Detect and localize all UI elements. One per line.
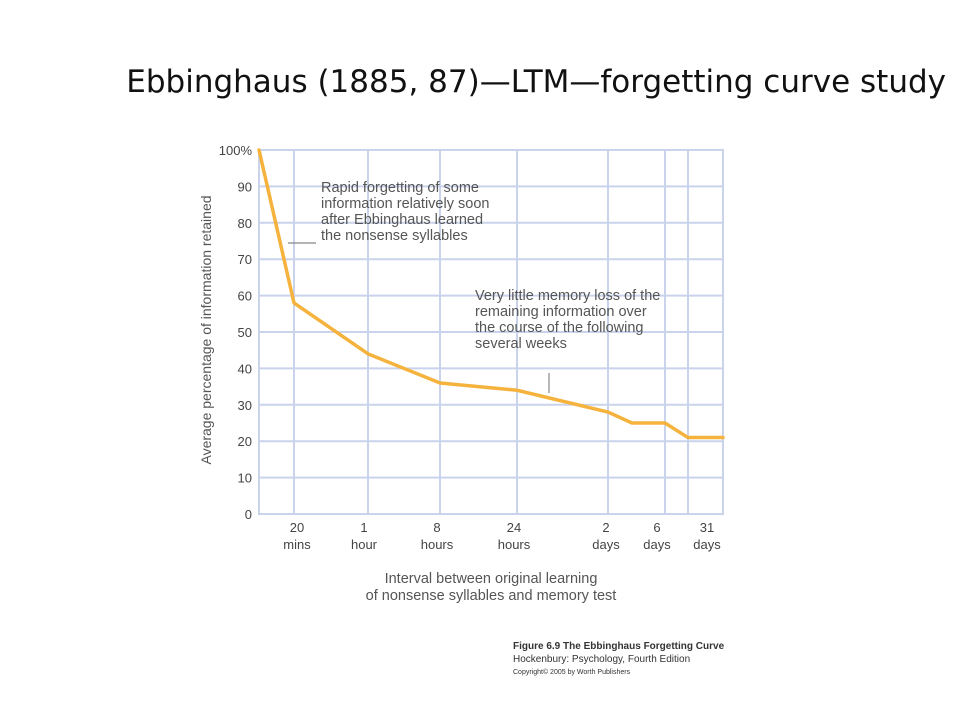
figure-caption: Figure 6.9 The Ebbinghaus Forgetting Cur… <box>513 640 724 679</box>
annotation-rapid-forgetting-line: Rapid forgetting of some <box>321 180 479 196</box>
x-tick-label-top: 6 <box>653 520 660 535</box>
x-tick-label-bottom: days <box>592 537 620 552</box>
y-tick-label: 20 <box>238 434 252 449</box>
annotation-little-loss-line: remaining information over <box>475 304 647 320</box>
x-axis-label-line: Interval between original learning <box>385 571 598 587</box>
x-axis-label-line: of nonsense syllables and memory test <box>366 588 617 604</box>
series-layer <box>257 148 725 440</box>
plot-border <box>258 149 724 515</box>
x-tick-label-bottom: days <box>643 537 671 552</box>
x-tick-label-top: 20 <box>290 520 304 535</box>
y-tick-label: 50 <box>238 325 252 340</box>
slide-title: Ebbinghaus (1885, 87)—LTM—forgetting cur… <box>126 64 946 100</box>
y-tick-label: 60 <box>238 289 252 304</box>
annotation-rapid-forgetting-line: the nonsense syllables <box>321 228 468 244</box>
forgetting-curve-line <box>257 148 725 440</box>
x-tick-label-top: 8 <box>433 520 440 535</box>
label-layer: Average percentage of information retain… <box>198 195 616 604</box>
annotation-rapid-forgetting-line: information relatively soon <box>321 196 489 212</box>
caption-copyright: Copyright© 2005 by Worth Publishers <box>513 669 631 676</box>
x-tick-label-bottom: mins <box>283 537 311 552</box>
y-tick-label: 90 <box>238 179 252 194</box>
y-tick-label: 40 <box>238 361 252 376</box>
grid-layer <box>258 149 724 515</box>
x-tick-label-top: 2 <box>602 520 609 535</box>
x-tick-label-bottom: hour <box>351 537 378 552</box>
y-tick-label: 30 <box>238 398 252 413</box>
annotation-little-loss-line: the course of the following <box>475 320 643 336</box>
annotation-rapid-forgetting-line: after Ebbinghaus learned <box>321 212 483 228</box>
annotation-little-loss-line: Very little memory loss of the <box>475 288 660 304</box>
tick-layer: 0 10 20 30 40 50 60 70 80 90 100% 20 mins 1 hour 8 hours… <box>219 143 721 552</box>
caption-figure-title: Figure 6.9 The Ebbinghaus Forgetting Cur… <box>513 641 725 652</box>
x-tick-label-top: 24 <box>507 520 521 535</box>
x-tick-label-bottom: hours <box>421 537 454 552</box>
y-tick-label: 10 <box>238 471 252 486</box>
y-tick-label: 0 <box>245 507 252 522</box>
x-tick-label-bottom: days <box>693 537 721 552</box>
x-tick-label-bottom: hours <box>498 537 531 552</box>
caption-book: Hockenbury: Psychology, Fourth Edition <box>513 654 691 665</box>
y-tick-label: 100% <box>219 143 253 158</box>
y-tick-label: 80 <box>238 216 252 231</box>
x-tick-label-top: 31 <box>700 520 714 535</box>
y-tick-label: 70 <box>238 252 252 267</box>
x-tick-label-top: 1 <box>360 520 367 535</box>
annotation-little-loss-line: several weeks <box>475 336 567 352</box>
y-axis-label: Average percentage of information retain… <box>198 195 214 464</box>
